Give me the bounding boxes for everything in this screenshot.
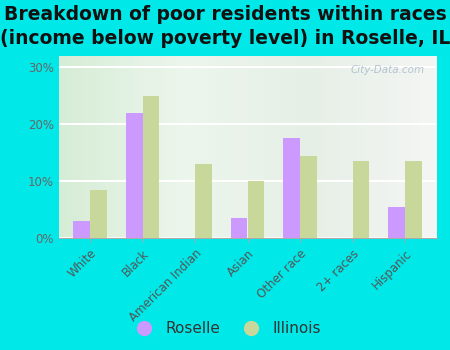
Bar	[283, 139, 300, 238]
Bar	[73, 221, 90, 238]
Bar	[388, 207, 405, 238]
Bar	[90, 190, 107, 238]
Bar	[143, 96, 159, 238]
Bar	[300, 155, 317, 238]
Bar	[248, 181, 264, 238]
Bar	[126, 113, 143, 238]
Bar	[195, 164, 212, 238]
Text: City-Data.com: City-Data.com	[351, 65, 425, 75]
Bar	[352, 161, 369, 238]
Legend: Roselle, Illinois: Roselle, Illinois	[123, 315, 327, 342]
Text: Breakdown of poor residents within races
(income below poverty level) in Roselle: Breakdown of poor residents within races…	[0, 5, 450, 48]
Bar	[405, 161, 422, 238]
Bar	[231, 218, 248, 238]
